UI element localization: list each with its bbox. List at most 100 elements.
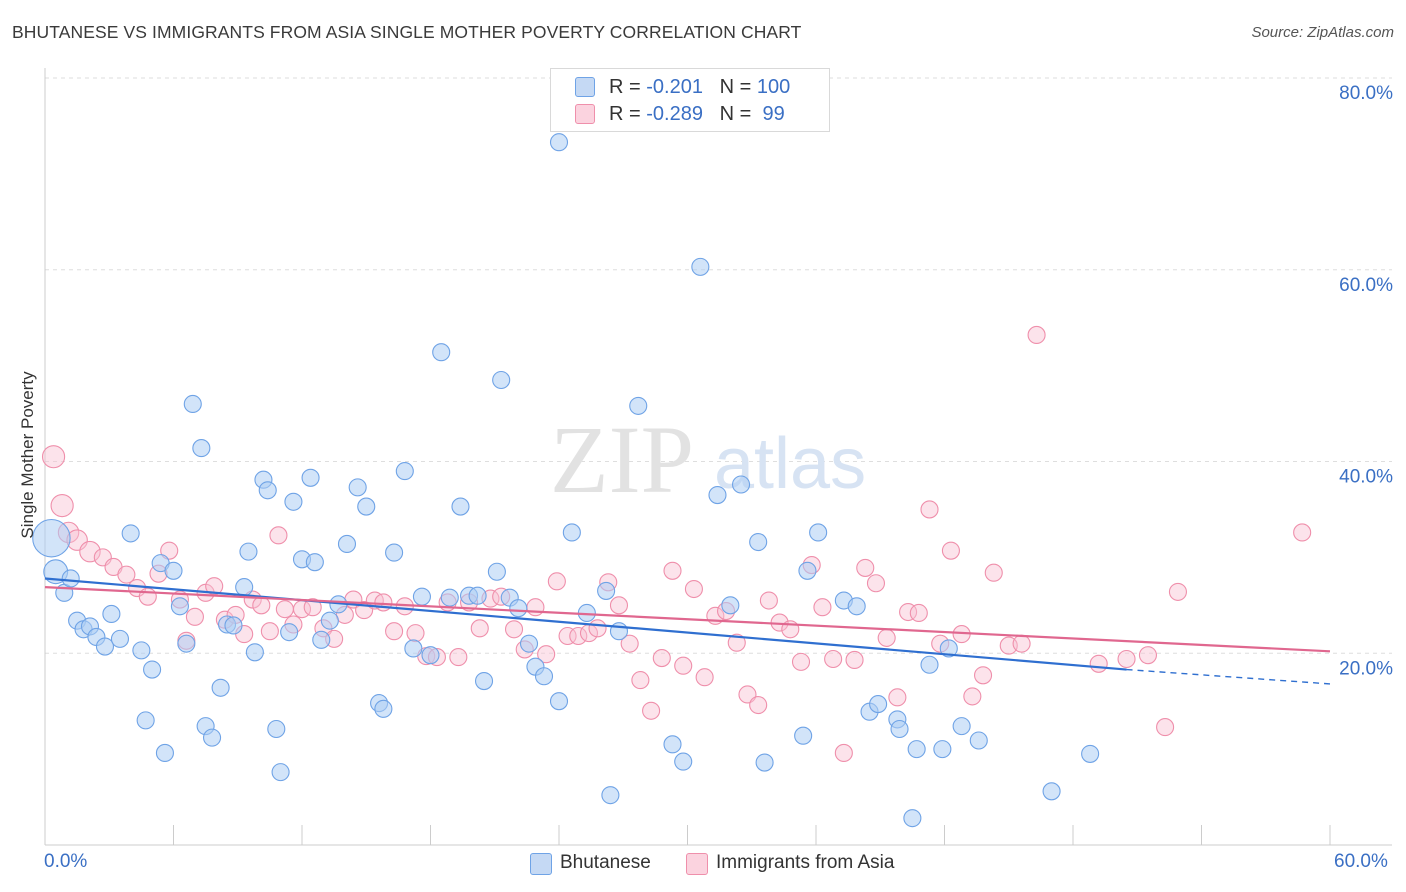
data-point — [61, 569, 80, 588]
data-point — [558, 626, 577, 646]
chart-title: BHUTANESE VS IMMIGRANTS FROM ASIA SINGLE… — [12, 22, 802, 42]
bottom-legend-label: Bhutanese — [560, 852, 651, 873]
data-point — [121, 524, 140, 543]
gridlines — [45, 77, 1392, 654]
data-point — [939, 639, 958, 658]
data-point — [312, 630, 331, 649]
data-point — [245, 643, 264, 662]
data-point — [547, 572, 566, 591]
data-point — [138, 587, 157, 606]
data-point — [406, 624, 425, 643]
data-point — [32, 518, 71, 558]
data-point — [877, 628, 896, 647]
data-point — [631, 671, 650, 690]
r-value: -0.289 — [646, 103, 703, 125]
data-point — [470, 619, 489, 638]
data-point — [487, 562, 506, 581]
data-point — [909, 603, 928, 623]
data-point — [642, 701, 661, 720]
data-point — [192, 439, 211, 458]
source-credit: Source: ZipAtlas.com — [1251, 24, 1394, 41]
data-point — [941, 541, 960, 560]
data-point — [1293, 523, 1312, 542]
data-point — [280, 623, 299, 642]
y-tick-labels: 20.0% 40.0% 60.0% 80.0% — [1339, 83, 1393, 679]
data-point — [492, 370, 511, 390]
data-point — [301, 468, 320, 487]
data-point — [519, 634, 539, 653]
data-point — [674, 752, 693, 771]
n-label: N = — [719, 76, 752, 98]
correlation-legend: R = -0.201 N = 100 R = -0.289 N = 99 — [550, 68, 830, 132]
data-point — [652, 648, 671, 668]
data-point — [809, 523, 828, 542]
data-point — [267, 719, 286, 739]
data-point — [674, 656, 693, 675]
data-point — [791, 652, 811, 671]
trend-line — [44, 585, 1331, 653]
axes — [44, 68, 1392, 846]
y-tick-label: 60.0% — [1339, 275, 1393, 296]
data-point — [695, 668, 714, 687]
series-bhutanese — [32, 133, 1100, 828]
data-point — [211, 678, 230, 697]
data-point — [537, 645, 556, 664]
data-point — [684, 579, 703, 599]
data-point — [1012, 634, 1031, 653]
data-point — [534, 667, 554, 686]
data-point — [143, 660, 162, 679]
data-point — [759, 591, 778, 610]
data-point — [824, 649, 843, 669]
y-axis-label: Single Mother Poverty — [18, 371, 37, 539]
data-point — [224, 616, 243, 635]
data-point — [845, 650, 864, 670]
data-point — [813, 598, 832, 617]
data-point — [907, 740, 926, 759]
data-point — [869, 695, 888, 714]
series-immigrants-from-asia — [41, 325, 1312, 763]
data-point — [155, 743, 174, 763]
data-point — [755, 753, 774, 772]
data-point — [933, 740, 952, 759]
data-point — [117, 565, 136, 584]
data-point — [984, 563, 1003, 582]
data-point — [952, 717, 971, 736]
data-point — [749, 695, 768, 715]
x-tick-min: 0.0% — [44, 851, 88, 872]
data-point — [691, 257, 710, 276]
data-point — [708, 486, 727, 505]
data-point — [468, 586, 487, 605]
y-tick-label: 80.0% — [1339, 83, 1393, 104]
data-point — [663, 561, 682, 580]
data-point — [269, 526, 288, 545]
legend-row-bhutanese: R = -0.201 N = 100 — [575, 75, 790, 99]
data-point — [95, 637, 115, 656]
data-point — [721, 596, 740, 615]
data-point — [1156, 718, 1175, 737]
data-point — [79, 540, 101, 563]
data-point — [509, 599, 528, 618]
data-point — [320, 611, 339, 630]
data-point — [890, 719, 909, 739]
data-point — [102, 604, 121, 623]
data-point — [749, 532, 768, 552]
data-point — [136, 711, 155, 730]
data-point — [160, 541, 179, 560]
data-point — [549, 133, 569, 152]
data-point — [847, 597, 866, 616]
data-point — [903, 809, 922, 828]
r-label: R = — [609, 103, 641, 125]
data-point — [271, 763, 290, 782]
data-point — [449, 648, 468, 667]
y-tick-label: 20.0% — [1339, 658, 1393, 679]
data-point — [569, 626, 588, 646]
data-point — [275, 600, 294, 619]
data-point — [727, 633, 746, 652]
data-point — [1027, 325, 1046, 344]
data-point — [1081, 744, 1100, 763]
data-point — [337, 534, 357, 554]
data-point — [110, 629, 130, 648]
data-point — [888, 688, 907, 707]
data-point — [920, 655, 939, 674]
data-point — [412, 587, 431, 606]
